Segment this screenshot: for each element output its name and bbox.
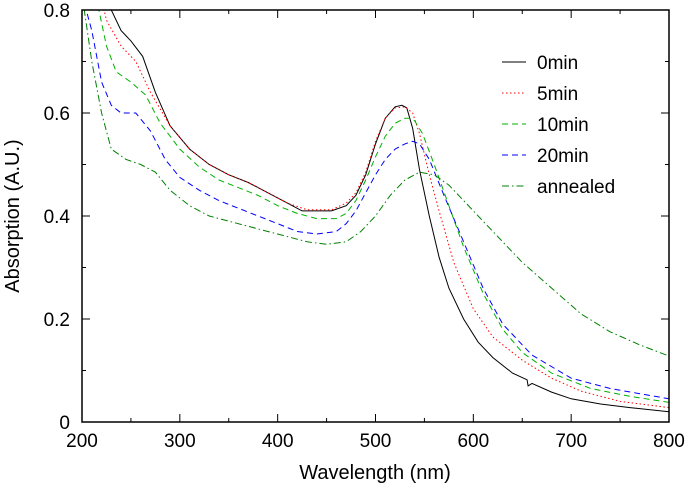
- legend-label-10min: 10min: [537, 115, 589, 136]
- x-tick-label: 600: [457, 431, 489, 452]
- series-line-20min: [85, 10, 669, 400]
- y-axis-title: Absorption (A.U.): [2, 139, 24, 292]
- legend-label-20min: 20min: [537, 146, 589, 167]
- y-tick-label: 0.8: [44, 1, 70, 22]
- plot-frame: [81, 9, 670, 423]
- x-tick-label: 500: [360, 431, 392, 452]
- x-tick-label: 400: [262, 431, 294, 452]
- legend-label-0min: 0min: [537, 53, 578, 74]
- y-tick-label: 0: [59, 413, 70, 434]
- series-line-0min: [110, 10, 669, 413]
- y-tick-label: 0.4: [44, 207, 71, 228]
- x-tick-label: 200: [66, 431, 98, 452]
- legend: 0min 5min 10min 20min annealed: [502, 53, 615, 198]
- x-axis-title: Wavelength (nm): [299, 462, 451, 484]
- x-tick-label: 300: [164, 431, 196, 452]
- axis-ticks: [81, 9, 670, 423]
- x-tick-label: 800: [653, 431, 685, 452]
- axis-tick-labels: 200 300 400 500 600 700 800 0 0.2 0.4 0.6 0.8: [44, 1, 685, 452]
- y-tick-label: 0.2: [44, 310, 70, 331]
- series-layer: [83, 10, 669, 413]
- legend-label-annealed: annealed: [537, 177, 615, 198]
- legend-label-5min: 5min: [537, 84, 578, 105]
- series-line-10min: [98, 10, 669, 403]
- y-tick-label: 0.6: [44, 104, 70, 125]
- x-tick-label: 700: [555, 431, 587, 452]
- series-line-5min: [103, 10, 669, 409]
